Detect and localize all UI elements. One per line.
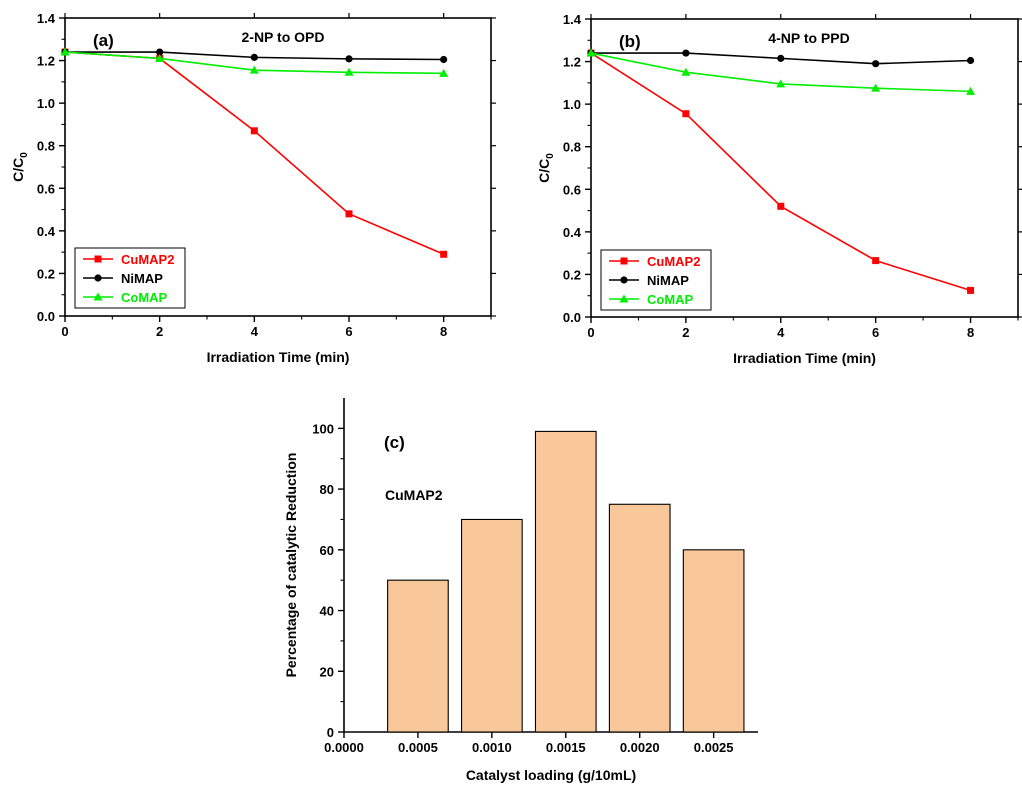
data-point-CuMAP2 [345,210,353,218]
y-tick-label: 0.0 [37,309,55,324]
x-axis-title: Irradiation Time (min) [733,350,876,366]
data-point-CuMAP2 [682,110,690,118]
panel-title: 4-NP to PPD [768,30,849,46]
data-point-CoMAP [871,83,881,92]
data-point-CoMAP [344,67,354,76]
y-tick-label: 100 [312,421,334,436]
legend-marker-CoMAP [93,292,103,301]
x-tick-label: 8 [967,325,974,340]
x-tick-label: 0.0025 [694,740,734,755]
data-point-NiMAP [966,56,975,65]
y-tick-label: 1.4 [563,12,582,27]
x-tick-label: 6 [872,325,879,340]
data-point-CoMAP [439,68,449,77]
y-axis-title: C/C0 [536,153,556,183]
data-point-CuMAP2 [967,286,975,294]
y-tick-label: 0.4 [37,224,56,239]
legend-marker-CuMAP2 [94,255,102,263]
legend-marker-NiMAP [620,276,628,284]
data-point-CoMAP [776,79,786,88]
y-tick-label: 1.2 [563,55,581,70]
legend-label-NiMAP: NiMAP [647,273,689,288]
y-tick-label: 80 [320,482,334,497]
data-point-CuMAP2 [250,127,258,135]
x-axis-title: Irradiation Time (min) [207,349,350,365]
data-point-NiMAP [682,49,690,57]
data-point-NiMAP [440,55,448,64]
panel-a-line-chart: 0 2 4 6 8 0.0 0.2 0.4 0.6 0.8 1.0 1.2 1.4 Irradiation… [10,11,496,365]
data-point-CoMAP [966,86,976,95]
legend-label-CuMAP2: CuMAP2 [121,252,174,267]
bar [460,518,523,733]
y-tick-label: 0.0 [563,310,581,325]
data-point-CoMAP [60,47,70,56]
bar [387,579,449,733]
annotation: CuMAP2 [385,487,443,503]
data-point-CoMAP [586,48,596,57]
x-tick-label: 0.0010 [472,740,512,755]
y-tick-label: 60 [320,543,334,558]
x-tick-label: 8 [440,324,447,339]
y-tick-label: 0.6 [37,181,55,196]
y-tick-label: 0.2 [37,266,55,281]
x-tick-label: 4 [777,325,785,340]
data-point-NiMAP [345,55,353,63]
legend-label-CoMAP: CoMAP [647,292,694,307]
bar [608,503,671,733]
legend-marker-NiMAP [94,274,102,282]
y-tick-label: 1.4 [37,11,56,26]
y-tick-label: 0.8 [37,139,55,154]
legend-label-NiMAP: NiMAP [121,271,163,286]
legend-marker-CoMAP [619,294,629,303]
y-tick-label: 0 [327,725,334,740]
data-point-CoMAP [155,53,165,62]
y-tick-label: 0.2 [563,267,581,282]
data-point-CoMAP [249,65,259,74]
x-tick-label: 0 [587,325,594,340]
x-tick-label: 0.0020 [620,740,660,755]
data-point-CuMAP2 [872,257,880,265]
x-axis-title: Catalyst loading (g/10mL) [466,767,636,783]
data-point-NiMAP [156,48,164,56]
x-tick-label: 0.0015 [546,740,586,755]
y-tick-label: 1.2 [37,54,55,69]
data-point-CuMAP2 [777,202,785,210]
x-tick-label: 0.0000 [324,740,364,755]
x-tick-label: 6 [345,324,352,339]
panel-title: 2-NP to OPD [242,29,325,45]
data-point-CoMAP [681,67,691,76]
panel-label: (c) [384,433,405,452]
data-point-NiMAP [777,54,785,62]
y-tick-label: 0.4 [563,225,582,240]
panel-label: (b) [619,32,641,51]
panel-c-bar-chart: 0.0000 0.0005 0.0010 0.0015 0.0020 0.0025 0 20 4… [283,398,758,783]
x-tick-label: 4 [251,324,259,339]
data-point-NiMAP [872,60,880,68]
y-axis-title: C/C0 [10,152,30,182]
panel-label: (a) [93,31,114,50]
y-tick-label: 0.8 [563,140,581,155]
bar [682,549,745,733]
x-tick-label: 2 [156,324,163,339]
x-tick-label: 0.0005 [398,740,438,755]
y-tick-label: 1.0 [37,96,55,111]
y-tick-label: 1.0 [563,97,581,112]
y-tick-label: 20 [320,664,334,679]
x-tick-label: 0 [61,324,68,339]
legend-label-CoMAP: CoMAP [121,290,168,305]
y-tick-label: 40 [320,604,334,619]
data-point-NiMAP [250,53,258,61]
bar [534,430,597,733]
x-tick-label: 2 [682,325,689,340]
y-axis-title: Percentage of catalytic Reduction [283,453,299,678]
panel-b-line-chart: 0 2 4 6 8 0.0 0.2 0.4 0.6 0.8 1.0 1.2 1.4 Irradiation… [536,12,1022,366]
y-tick-label: 0.6 [563,182,581,197]
legend-label-CuMAP2: CuMAP2 [647,254,700,269]
legend-marker-CuMAP2 [620,257,628,265]
series-line-CuMAP2 [64,51,444,256]
data-point-CuMAP2 [440,250,448,258]
